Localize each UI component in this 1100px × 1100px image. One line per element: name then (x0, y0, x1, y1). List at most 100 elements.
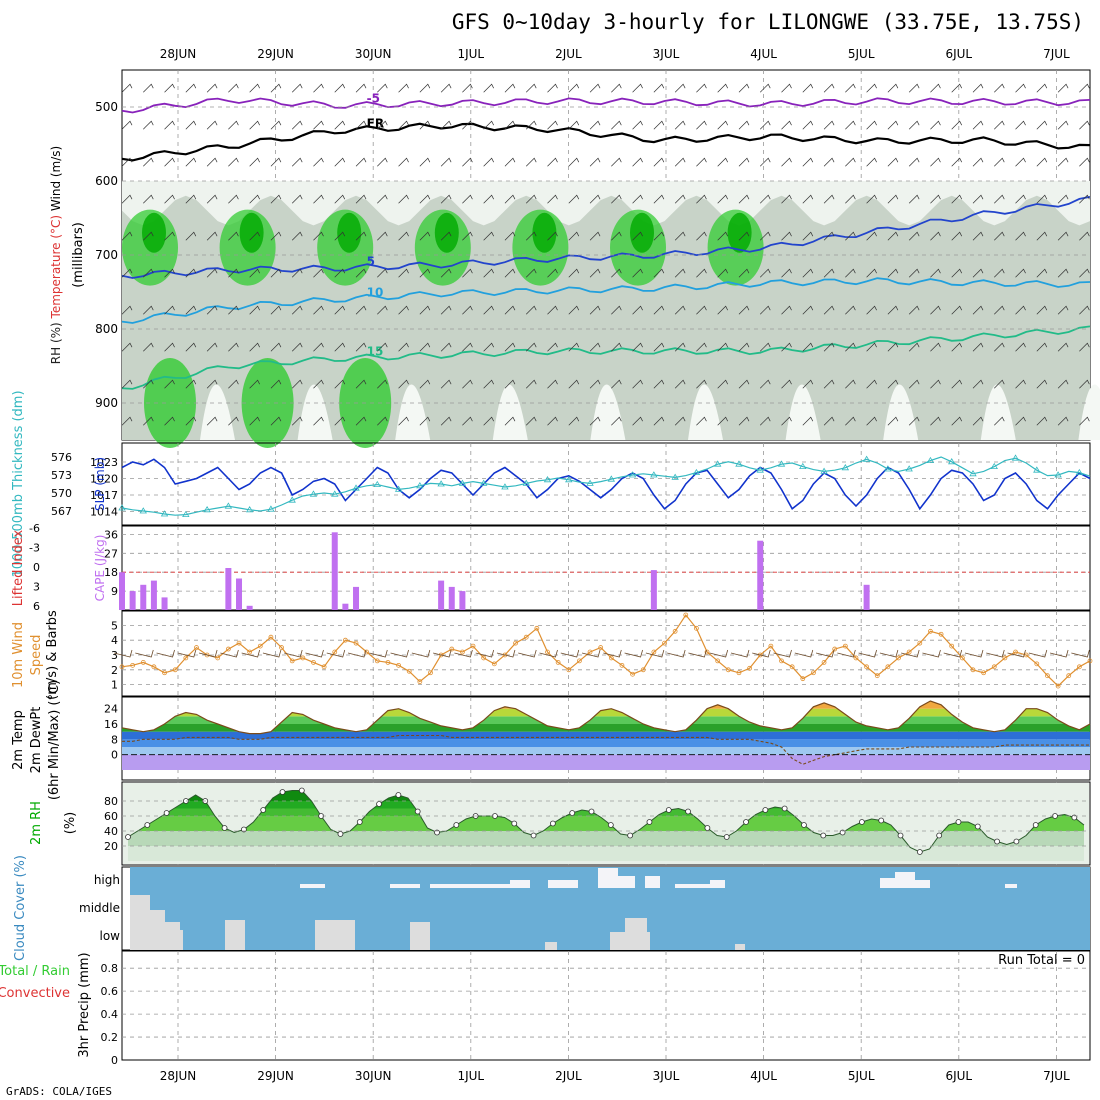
wind-barb (887, 342, 899, 352)
wind-barb-10m (943, 649, 963, 658)
bottom-date-label: 2JUL (555, 1069, 582, 1083)
wind-barb (121, 120, 133, 130)
temp-band (122, 739, 1090, 747)
rh-ylabel-1: 2m RH (29, 801, 44, 845)
rh-dry-column (785, 384, 821, 440)
wind-barb (589, 416, 601, 426)
top-date-label: 29JUN (257, 47, 294, 61)
wind-barb (419, 83, 431, 93)
thickness-tick: 573 (51, 469, 72, 482)
wind-barb (1079, 305, 1090, 315)
wind-speed-point (172, 667, 178, 673)
wind-barb (504, 379, 516, 389)
wind-barb (440, 231, 452, 241)
li-tick: 0 (33, 561, 40, 574)
li-tick: -3 (29, 542, 40, 555)
wind-barb (206, 194, 218, 204)
wind-barb-10m (922, 649, 941, 658)
temp-band (122, 701, 1090, 709)
wind-barb (951, 120, 963, 130)
wind-speed-point (162, 670, 167, 676)
wind-barb-10m (879, 649, 899, 658)
upper-air-ylabel: RH (%) Temperature (°C) Wind (m/s) (49, 146, 63, 364)
wind-barb (547, 342, 558, 352)
wind-barb (738, 120, 750, 130)
wind-barb (1015, 120, 1026, 130)
wind-barb (547, 83, 558, 93)
wind-barb (334, 194, 346, 204)
wind-barb (249, 157, 260, 167)
wind-barb-10m (858, 649, 877, 658)
rh-point (878, 817, 885, 824)
wind-barb (759, 231, 771, 241)
cape-bar (119, 572, 125, 610)
precip-tick: 0.8 (101, 962, 119, 975)
wind-barb (291, 157, 303, 167)
axis-label-part: (%) (63, 812, 78, 835)
wind-barb (823, 83, 835, 93)
wind-speed-point (215, 655, 221, 661)
wind-barb (802, 157, 814, 167)
wind-barb (525, 305, 537, 315)
wind-barb (313, 83, 324, 93)
high-cloud-block (675, 884, 715, 888)
wind-barb (887, 157, 899, 167)
panel-frame (121, 442, 1091, 526)
wind-ylabel-1: 10m Wind (11, 622, 26, 688)
wind-barb (355, 416, 367, 426)
wind-tick: 5 (111, 619, 118, 632)
wind-barb (121, 194, 133, 204)
wind-barb (1057, 416, 1069, 426)
low-cloud-block (545, 942, 557, 950)
wind-barb (462, 268, 473, 278)
cape-bar (459, 591, 466, 610)
wind-barb-10m (794, 649, 814, 658)
temp-band (122, 724, 1090, 732)
low-cloud-block (315, 920, 355, 950)
wind-barb-10m (496, 649, 516, 658)
high-cloud-block (880, 878, 895, 888)
wind-barb (547, 268, 558, 278)
high-cloud-block (300, 884, 325, 888)
thickness-point (416, 482, 424, 489)
top-date-label: 2JUL (555, 47, 582, 61)
rh-point (858, 819, 865, 825)
cape-bar (129, 591, 136, 610)
wind-barb (121, 268, 133, 278)
wind-barb (228, 379, 239, 389)
wind-barb (419, 416, 431, 426)
wind-barb (1036, 268, 1048, 278)
wind-barb (228, 416, 239, 426)
wind-barb (185, 342, 197, 352)
wind-barb (164, 231, 175, 241)
wind-barb (270, 157, 282, 167)
wind-barb (377, 194, 388, 204)
wind-barb (121, 416, 133, 426)
wind-barb-10m (220, 649, 239, 658)
cape-bar (161, 597, 168, 610)
contour-label: 5 (367, 254, 375, 268)
wind-barb (930, 194, 941, 204)
thickness-point (543, 476, 552, 483)
wind-barb (568, 120, 580, 130)
rh-point (530, 832, 537, 839)
wind-barb (866, 120, 877, 130)
wind-speed-point (970, 667, 976, 673)
high-cloud-block (390, 884, 420, 888)
top-date-label: 6JUL (945, 47, 972, 61)
wind-barb (674, 157, 686, 167)
rh-dry-column (1078, 384, 1100, 440)
wind-barb (525, 120, 537, 130)
wind-barb (1036, 83, 1048, 93)
wind-barb (738, 379, 750, 389)
wind-barb-10m (135, 649, 154, 658)
wind-barb (653, 83, 665, 93)
wind-barb (1057, 268, 1069, 278)
top-date-label: 4JUL (750, 47, 777, 61)
wind-speed-point (332, 649, 338, 655)
wind-barb (377, 120, 388, 130)
wind-speed-point (959, 655, 965, 661)
cape-bar (331, 532, 338, 610)
rh-point (163, 810, 170, 816)
wind-speed-point (353, 640, 359, 646)
